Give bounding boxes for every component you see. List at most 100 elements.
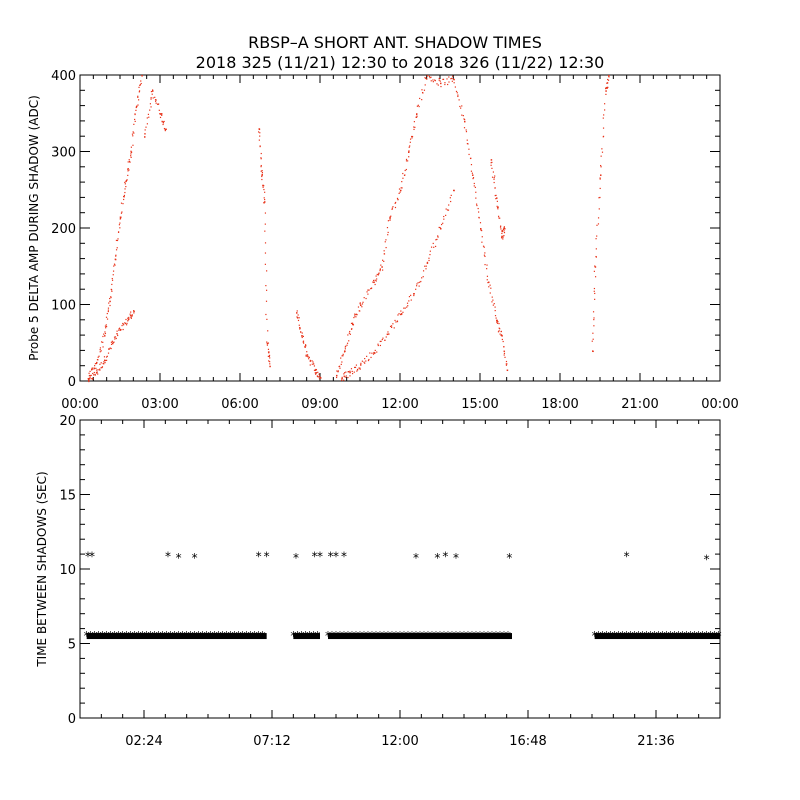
top-data-point	[110, 341, 113, 343]
top-data-point	[152, 97, 154, 99]
top-data-point	[361, 360, 363, 362]
top-data-point	[408, 146, 410, 148]
top-data-point	[389, 217, 391, 220]
top-data-point	[137, 104, 139, 106]
top-data-point	[261, 175, 263, 178]
top-data-point	[598, 197, 600, 199]
top-data-point	[91, 369, 93, 371]
top-data-point	[111, 283, 113, 286]
top-data-point	[128, 159, 130, 161]
top-data-point	[320, 377, 322, 379]
top-data-point	[99, 347, 102, 349]
bottom-data-point: *	[611, 629, 618, 643]
top-data-point	[360, 304, 362, 306]
top-data-point	[100, 367, 102, 369]
top-data-point	[138, 86, 140, 88]
top-data-point	[130, 153, 132, 155]
top-data-point	[97, 373, 99, 375]
top-data-point	[300, 331, 302, 333]
top-data-point	[130, 316, 132, 319]
top-data-point	[608, 75, 610, 77]
bottom-data-point: *	[420, 629, 427, 643]
bottom-data-point: *	[255, 629, 262, 643]
top-data-point	[265, 300, 268, 302]
bottom-data-point: *	[667, 629, 674, 643]
top-data-point	[463, 118, 465, 120]
bottom-data-point: *	[332, 629, 339, 643]
top-data-point	[600, 166, 602, 168]
top-data-point	[99, 363, 101, 365]
top-data-point	[493, 178, 495, 180]
top-data-point	[377, 343, 379, 345]
top-data-point	[596, 224, 598, 226]
top-data-point	[154, 100, 157, 102]
top-data-point	[398, 192, 400, 195]
top-data-point	[130, 311, 132, 313]
top-data-point	[373, 351, 375, 354]
top-data-point	[103, 333, 105, 335]
top-data-point	[104, 335, 106, 337]
top-data-point	[606, 87, 608, 89]
top-data-point	[355, 313, 357, 316]
bottom-data-point: *	[711, 629, 718, 643]
top-data-point	[314, 369, 317, 372]
top-data-point	[350, 322, 353, 325]
top-data-point	[124, 183, 126, 185]
top-x-tick-label: 15:00	[461, 397, 498, 412]
bottom-outlier-point: *	[452, 551, 459, 565]
bottom-outlier-point: *	[191, 551, 198, 565]
top-data-point	[145, 126, 147, 128]
top-data-point	[105, 324, 107, 326]
top-data-point	[115, 337, 117, 340]
bottom-outlier-point: *	[255, 550, 262, 564]
top-data-point	[152, 90, 154, 92]
top-data-point	[417, 282, 419, 284]
top-data-point	[349, 330, 351, 333]
bottom-data-point: *	[191, 629, 198, 643]
top-data-point	[492, 304, 494, 306]
top-data-point	[115, 254, 117, 256]
top-data-point	[601, 151, 604, 153]
top-data-point	[364, 357, 366, 360]
top-data-point	[475, 197, 477, 199]
top-data-point	[264, 242, 267, 244]
top-data-point	[461, 114, 463, 116]
bottom-data-point: *	[416, 629, 423, 643]
top-data-point	[500, 225, 502, 227]
top-data-point	[344, 372, 346, 374]
top-data-point	[408, 300, 410, 302]
top-data-point	[365, 297, 367, 300]
top-data-point	[163, 120, 165, 123]
top-data-point	[261, 169, 263, 172]
top-data-point	[150, 98, 152, 100]
top-data-point	[349, 375, 351, 377]
top-data-point	[360, 362, 362, 364]
chart-subtitle: 2018 325 (11/21) 12:30 to 2018 326 (11/2…	[196, 53, 605, 72]
top-data-point	[416, 115, 418, 117]
top-data-point	[502, 238, 504, 240]
top-data-point	[336, 370, 338, 372]
top-data-point	[503, 228, 505, 230]
top-data-point	[134, 120, 136, 123]
top-data-point	[604, 103, 606, 105]
top-data-point	[378, 272, 380, 274]
bottom-data-point: *	[211, 629, 218, 643]
bottom-data-point: *	[500, 629, 507, 643]
top-data-point	[409, 141, 411, 143]
top-data-point	[94, 365, 96, 367]
top-data-point	[351, 370, 353, 373]
top-data-point	[155, 99, 157, 101]
top-data-point	[383, 253, 386, 255]
top-data-point	[496, 207, 499, 209]
top-data-point	[385, 336, 387, 338]
bottom-data-point: *	[199, 629, 206, 643]
top-data-point	[496, 321, 498, 323]
top-data-point	[472, 177, 475, 179]
top-data-point	[347, 376, 349, 379]
top-data-point	[344, 350, 346, 352]
top-data-point	[110, 288, 112, 291]
top-data-point	[148, 116, 150, 118]
bottom-data-point: *	[231, 629, 238, 643]
top-data-point	[499, 333, 501, 335]
bottom-data-point: *	[155, 629, 162, 643]
